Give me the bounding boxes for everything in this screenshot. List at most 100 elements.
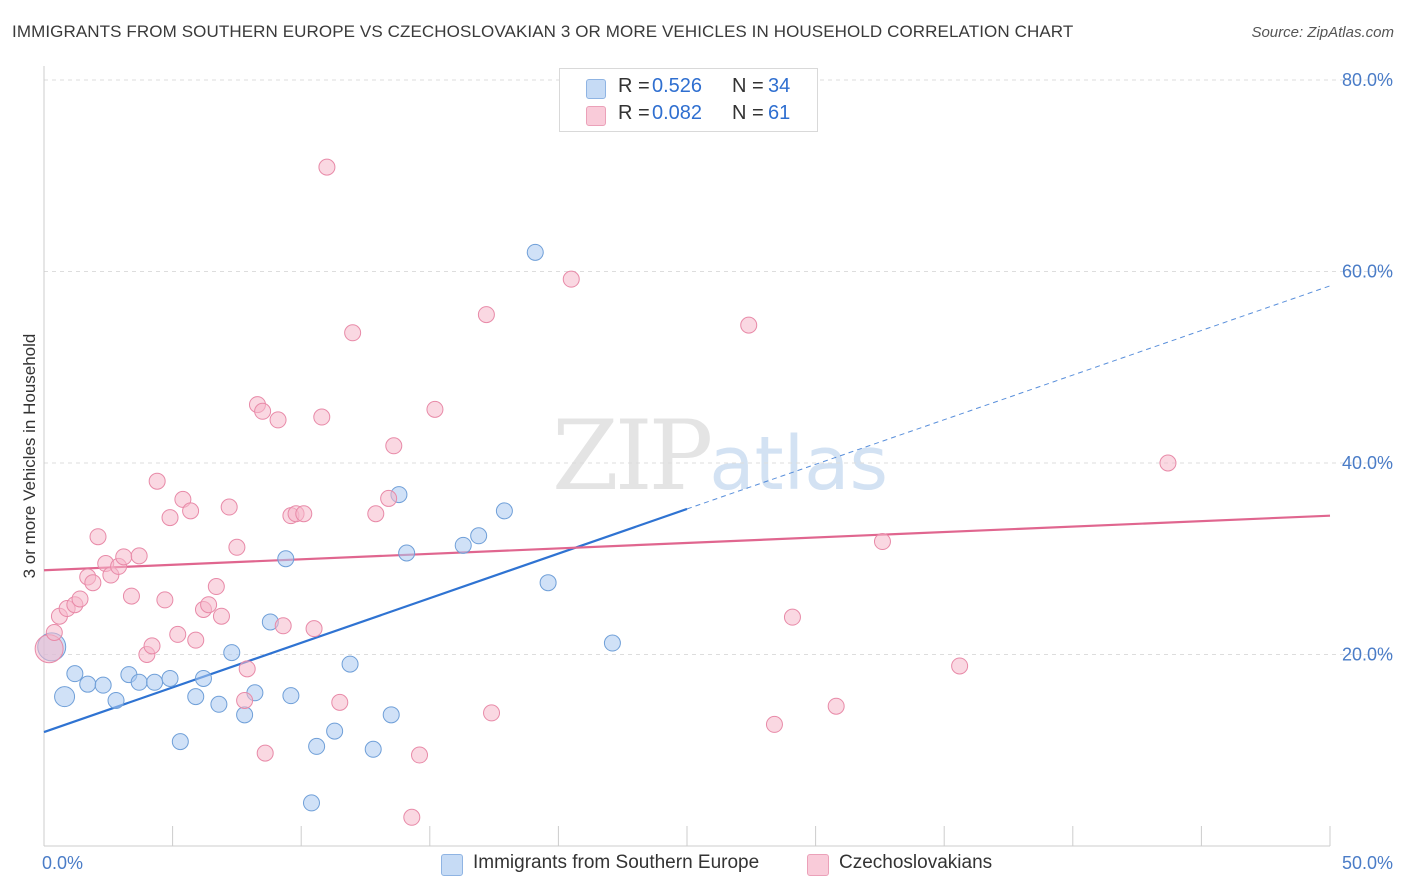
pink-point — [403, 808, 421, 826]
blue-point — [146, 673, 164, 691]
legend-n-label: N = — [732, 102, 764, 124]
gridlines — [44, 79, 1392, 655]
legend-r-label: R = — [618, 102, 650, 124]
blue-point — [526, 243, 544, 261]
pink-point — [483, 704, 501, 722]
pink-point — [313, 408, 331, 426]
pink-point — [256, 744, 274, 762]
pink-point — [212, 607, 230, 625]
correlation-legend: R = 0.526 N = 34 R = 0.082 N = 61 — [559, 68, 818, 132]
pink-swatch-icon — [586, 106, 606, 126]
pink-point — [238, 660, 256, 678]
pink-point — [228, 538, 246, 556]
pink-point — [331, 693, 349, 711]
pink-point — [169, 625, 187, 643]
chart-title: IMMIGRANTS FROM SOUTHERN EUROPE VS CZECH… — [12, 22, 1074, 41]
pink-point — [305, 620, 323, 638]
pink-point — [295, 505, 313, 523]
x-tick-label: 0.0% — [42, 853, 83, 873]
blue-point — [277, 550, 295, 568]
watermark-zip: ZIP — [552, 400, 713, 512]
y-tick-label: 80.0% — [1342, 70, 1393, 90]
blue-trend-line — [43, 507, 688, 734]
y-tick-label: 40.0% — [1342, 453, 1393, 473]
blue-point — [66, 665, 84, 683]
pink-point — [89, 528, 107, 546]
pink-trend-line — [43, 514, 1331, 572]
pink-point — [115, 548, 133, 566]
blue-point — [603, 634, 621, 652]
legend-n-value: 61 — [768, 102, 791, 124]
blue-point — [302, 794, 320, 812]
pink-point — [161, 509, 179, 527]
pink-point — [182, 502, 200, 520]
legend-r-label: R = — [618, 75, 650, 97]
pink-point — [236, 691, 254, 709]
pink-point — [269, 411, 287, 429]
pink-point — [122, 587, 140, 605]
y-axis-label: 3 or more Vehicles in Household — [20, 334, 39, 579]
legend-r-value: 0.082 — [652, 102, 703, 124]
blue-swatch-icon — [441, 854, 463, 876]
pink-point — [84, 574, 102, 592]
blue-point — [187, 688, 205, 706]
y-tick-label: 60.0% — [1342, 262, 1393, 282]
blue-point — [161, 669, 179, 687]
blue-point — [194, 669, 212, 687]
y-tick-label: 20.0% — [1342, 645, 1393, 665]
pink-swatch-icon — [807, 854, 829, 876]
axes — [43, 66, 1331, 847]
legend-n-label: N = — [732, 75, 764, 97]
watermark: ZIPatlas — [552, 400, 888, 512]
blue-point — [341, 655, 359, 673]
blue-point — [94, 676, 112, 694]
pink-point — [200, 596, 218, 614]
pink-point — [1159, 454, 1177, 472]
blue-point — [79, 675, 97, 693]
pink-point — [367, 505, 385, 523]
blue-point — [171, 733, 189, 751]
pink-point — [220, 498, 238, 516]
pink-point — [380, 489, 398, 507]
pink-point — [274, 617, 292, 635]
bottom-legend-label: Immigrants from Southern Europe — [473, 852, 760, 873]
pink-point — [143, 637, 161, 655]
blue-point — [54, 686, 76, 708]
pink-point — [344, 324, 362, 342]
data-points — [34, 158, 1177, 826]
blue-point — [470, 527, 488, 545]
blue-trend-extension — [686, 285, 1331, 510]
pink-point — [426, 400, 444, 418]
blue-point — [223, 644, 241, 662]
legend-r-value: 0.526 — [652, 75, 703, 97]
pink-point — [827, 697, 845, 715]
blue-point — [210, 695, 228, 713]
blue-point — [308, 737, 326, 755]
pink-point — [740, 316, 758, 334]
pink-point — [130, 547, 148, 565]
pink-point — [385, 437, 403, 455]
blue-point — [495, 502, 513, 520]
pink-point — [187, 631, 205, 649]
pink-point — [156, 591, 174, 609]
pink-point — [45, 623, 63, 641]
watermark-atlas: atlas — [709, 421, 889, 507]
pink-point — [411, 746, 429, 764]
pink-point — [148, 472, 166, 490]
pink-point — [783, 608, 801, 626]
pink-point — [562, 270, 580, 288]
blue-point — [398, 544, 416, 562]
blue-point — [107, 691, 125, 709]
blue-point — [364, 740, 382, 758]
pink-point — [951, 657, 969, 675]
pink-point — [207, 578, 225, 596]
pink-point — [254, 402, 272, 420]
blue-point — [382, 706, 400, 724]
legend-n-value: 34 — [768, 75, 791, 97]
blue-point — [539, 574, 557, 592]
trend-lines — [43, 285, 1331, 734]
pink-point — [477, 306, 495, 324]
pink-point — [765, 715, 783, 733]
pink-point — [873, 533, 891, 551]
tick-labels: 20.0% 40.0% 60.0% 80.0% 0.0% 50.0% — [42, 70, 1393, 873]
